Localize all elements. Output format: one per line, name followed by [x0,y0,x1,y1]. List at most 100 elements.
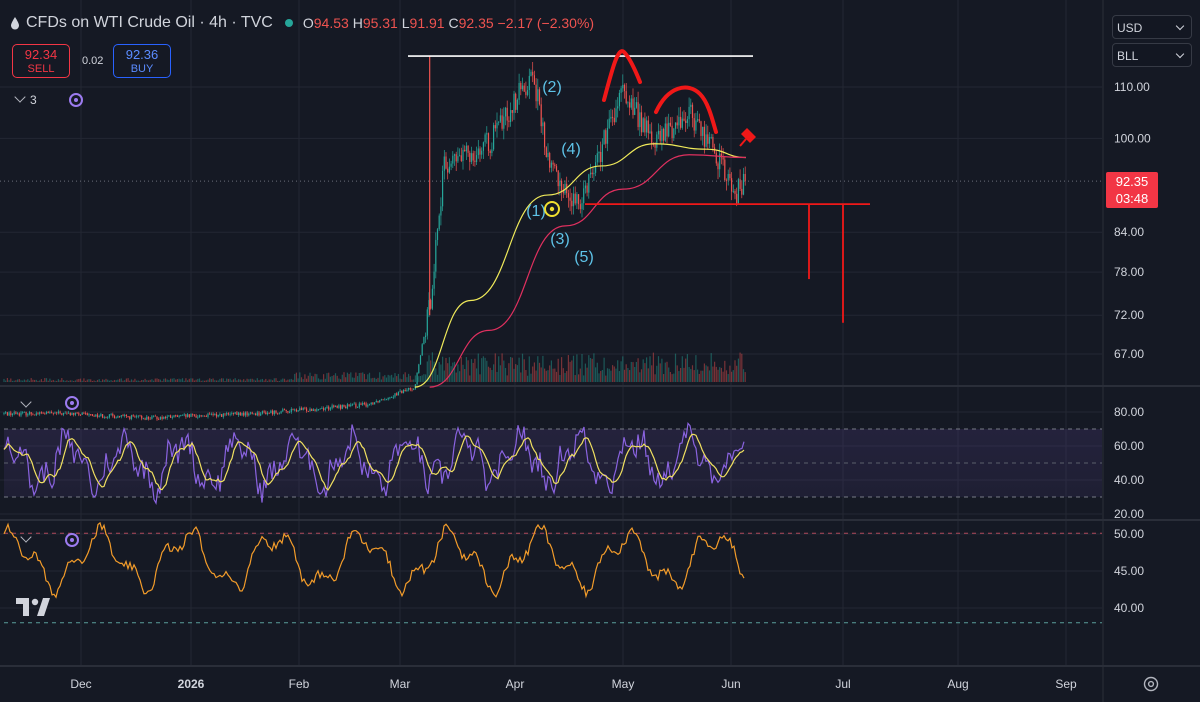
volume-bar [333,375,335,382]
sell-label: SELL [27,63,55,75]
volume-bar [295,372,297,382]
grid-lines [0,0,1102,666]
wave-label: (5) [574,249,594,266]
volume-bar [666,361,668,382]
volume-bar [552,368,554,382]
volume-bar [596,362,598,382]
gear-icon[interactable] [1143,676,1159,692]
volume-bar [440,364,442,382]
volume-bar [314,373,316,382]
candle-body [581,203,583,210]
volume-bar [52,379,54,382]
volume-bars [3,352,746,382]
candle-body [336,405,338,408]
volume-bar [627,367,629,382]
candle-body [42,412,44,414]
symbol-title[interactable]: CFDs on WTI Crude Oil · 4h · TVC [26,14,273,31]
volume-bar [285,380,287,382]
volume-bar [56,380,58,382]
volume-bar [724,360,726,382]
volume-bar [323,374,325,382]
rsi-pane-toggle[interactable] [20,396,36,412]
candle-body [226,413,228,415]
candle-body [110,414,112,415]
candle-body [79,414,82,416]
candle-body [340,405,342,409]
candle-body [538,89,541,105]
osc-line [3,521,745,599]
price-axis[interactable]: 110.00 100.00 84.00 78.00 72.00 67.00 80.00 60.… [1114,80,1151,615]
candle-body [708,137,711,144]
volume-bar [241,380,243,382]
volume-bar [193,380,195,382]
indicators-toggle[interactable]: 3 [14,91,37,107]
volume-bar [141,380,143,382]
candle-body [164,416,167,418]
candle-body [181,414,184,416]
candle-body [355,403,357,408]
volume-bar [486,360,488,382]
candle-body [149,418,151,420]
candle-body [73,412,75,415]
volume-bar [674,353,677,382]
y-tick-label: 60.00 [1114,439,1144,453]
tradingview-logo-icon[interactable] [16,598,50,616]
candle-body [348,404,350,407]
volume-bar [593,353,595,382]
candle-body [586,185,588,193]
currency-select[interactable]: USD [1112,15,1192,39]
volume-bar [47,380,49,382]
volume-bar [598,373,600,382]
unit-select[interactable]: BLL [1112,43,1192,67]
volume-bar [615,368,617,382]
candle-body [358,403,360,408]
candle-body [501,115,503,129]
candle-body [535,84,537,102]
volume-bar [175,379,177,382]
candle-body [56,412,58,414]
candle-body [656,134,658,148]
sync-icon[interactable] [65,396,79,410]
oscillator-pane-toggle[interactable] [20,531,36,547]
candle-body [528,75,530,91]
volume-bar [312,376,314,382]
volume-bar [156,378,158,382]
volume-bar [44,378,46,382]
candle-body [180,415,182,416]
sell-button[interactable]: 92.34 SELL [12,44,70,78]
candle-body [231,413,233,415]
volume-bar [705,365,707,382]
volume-bar [389,375,391,382]
candle-body [589,172,592,175]
candle-body [561,180,563,191]
buy-button[interactable]: 92.36 BUY [113,44,171,78]
candle-body [76,412,78,414]
candle-body [282,409,284,412]
volume-bar [515,364,517,382]
candle-body [102,414,104,418]
volume-bar [338,378,340,382]
volume-bar [742,369,745,382]
candle-series [3,56,746,421]
candle-body [241,412,243,416]
candle-body [722,157,724,160]
candle-body [499,115,501,122]
candle-body [147,416,150,419]
candle-body [227,413,229,415]
volume-bar [197,378,199,382]
candle-body [382,399,384,401]
candle-body [455,154,457,162]
candle-body [615,108,617,123]
time-axis[interactable]: Dec 2026 Feb Mar Apr May Jun Jul Aug Sep [70,677,1077,691]
candle-body [503,116,505,129]
candle-body [44,413,46,415]
candle-body [297,410,299,412]
sync-icon[interactable] [69,93,83,107]
sync-icon[interactable] [65,533,79,547]
candle-body [652,144,654,145]
candle-body [202,415,204,417]
candle-body [299,408,301,411]
volume-bar [239,379,241,382]
candle-body [635,102,637,108]
